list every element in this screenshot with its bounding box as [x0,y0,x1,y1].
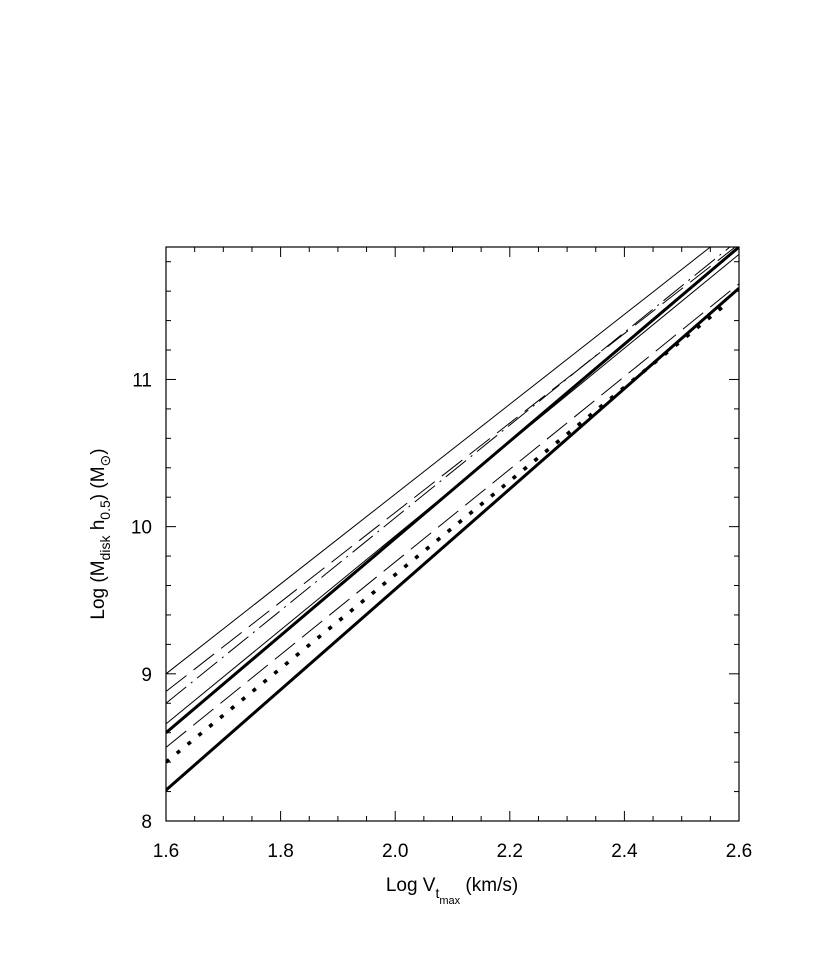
series-line-6 [166,283,739,748]
x-tick-label: 2.0 [382,841,408,862]
x-tick-label: 2.4 [611,841,638,862]
y-tick-label: 10 [131,518,152,539]
x-tick-label: 2.6 [726,841,752,862]
x-tick-label: 1.6 [153,841,179,862]
series-line-8 [166,287,739,792]
y-axis-label-close: ) [88,448,109,454]
series-line-1 [166,247,711,675]
tick-layer [165,247,740,822]
y-axis-label-unit: ) (M [88,466,109,500]
x-axis-label-sub: t [435,885,439,901]
series-line-3 [166,247,731,704]
y-tick-label: 8 [141,812,152,833]
series-line-5 [166,247,739,734]
y-axis-label-sun-symbol: ⊙ [97,455,113,467]
y-tick-label: 11 [132,370,152,391]
y-axis-label-mid: h [88,520,109,536]
y-tick-labels: 8 9 10 11 [131,370,152,833]
y-axis-label-main: Log (M [88,560,109,619]
plot-frame [165,246,740,822]
x-axis-label-subsub: max [439,895,460,907]
x-axis-label-main: Log V [386,875,436,896]
x-tick-label: 2.2 [497,841,523,862]
x-tick-labels: 1.6 1.8 2.0 2.2 2.4 2.6 [153,841,752,862]
y-axis-label: Log (Mdisk h0.5) (M⊙) [88,448,113,619]
y-axis-label-sub2: 0.5 [97,500,113,520]
x-tick-label: 1.8 [267,841,293,862]
x-axis-label: Log Vtmax (km/s) [386,875,518,907]
series-layer [166,247,739,792]
y-axis-label-sub1: disk [97,535,113,561]
series-line-2 [166,247,737,692]
x-axis-label-unit: (km/s) [460,875,518,896]
y-tick-label: 9 [141,665,152,686]
